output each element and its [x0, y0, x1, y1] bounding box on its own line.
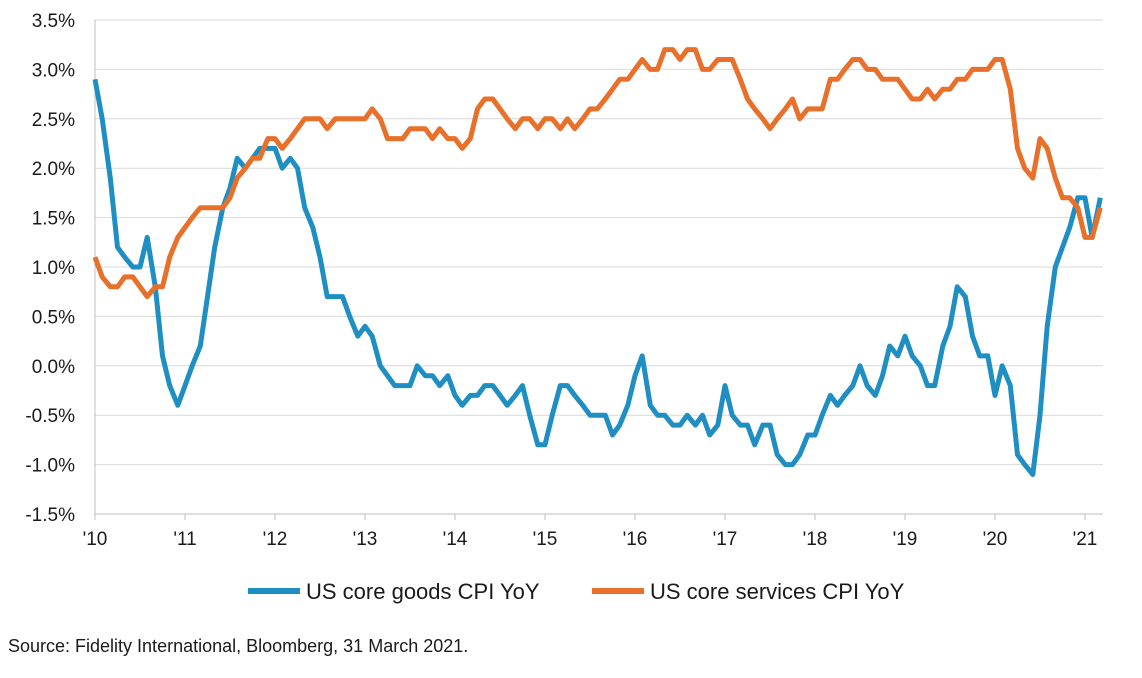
y-tick-label: -1.0%	[25, 456, 75, 477]
x-tick-label: '16	[623, 529, 648, 550]
y-tick-label: 0.5%	[32, 307, 75, 328]
x-tick-label: '11	[173, 529, 196, 550]
x-tick-label: '19	[893, 529, 918, 550]
legend: US core goods CPI YoY US core services CP…	[248, 579, 905, 604]
legend-label-core-goods: US core goods CPI YoY	[306, 579, 540, 604]
series-line-core-services	[92, 47, 1103, 300]
series-lines	[92, 47, 1103, 477]
y-tick-label: 2.0%	[32, 159, 75, 180]
y-tick-label: 1.0%	[32, 258, 75, 279]
x-tick-label: '18	[803, 529, 828, 550]
x-axis-tick-labels: '10 '11 '12 '13 '14 '15 '16 '17 '18 '19 '20 '21	[83, 529, 1098, 550]
y-tick-label: -0.5%	[25, 406, 75, 427]
y-tick-label: 3.5%	[32, 11, 75, 32]
legend-label-core-services: US core services CPI YoY	[650, 579, 905, 604]
y-tick-label: 0.0%	[32, 357, 75, 378]
axes	[94, 20, 1103, 520]
x-tick-label: '13	[353, 529, 378, 550]
y-tick-label: 1.5%	[32, 209, 75, 230]
x-tick-label: '14	[443, 529, 468, 550]
y-tick-label: -1.5%	[25, 505, 75, 526]
x-tick-label: '12	[263, 529, 288, 550]
x-tick-label: '15	[533, 529, 558, 550]
x-tick-label: '20	[983, 529, 1008, 550]
y-tick-label: 3.0%	[32, 60, 75, 81]
y-tick-label: 2.5%	[32, 110, 75, 131]
gridlines	[95, 19, 1103, 515]
y-axis-tick-labels: 3.5% 3.0% 2.5% 2.0% 1.5% 1.0% 0.5% 0.0% -0.5% -1.…	[25, 11, 75, 526]
cpi-line-chart: 3.5% 3.0% 2.5% 2.0% 1.5% 1.0% 0.5% 0.0% -0.5% -1.…	[25, 11, 1103, 604]
x-tick-label: '21	[1073, 529, 1098, 550]
source-note: Source: Fidelity International, Bloomber…	[8, 636, 469, 656]
x-tick-label: '17	[713, 529, 738, 550]
x-tick-label: '10	[83, 529, 108, 550]
